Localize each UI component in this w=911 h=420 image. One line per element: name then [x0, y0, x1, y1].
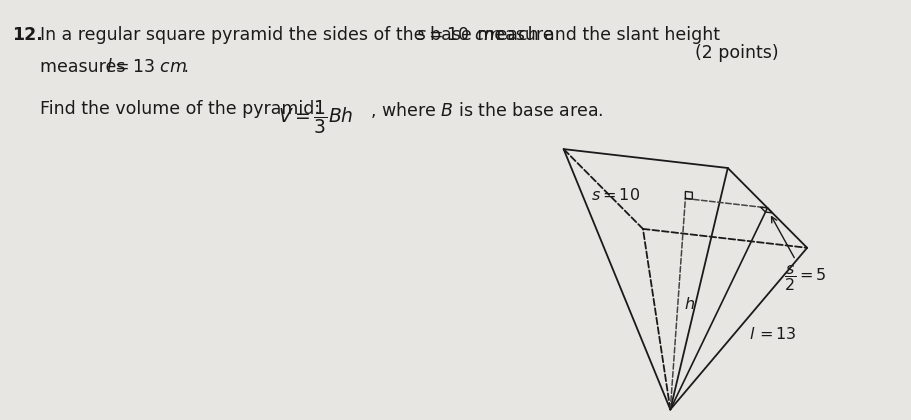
Text: $\dfrac{s}{2}=5$: $\dfrac{s}{2}=5$: [771, 217, 826, 293]
Text: (2 points): (2 points): [694, 44, 778, 62]
Text: 12.: 12.: [12, 26, 43, 44]
Text: measures: measures: [40, 58, 131, 76]
Text: $s=10\ cm$: $s=10\ cm$: [415, 26, 501, 44]
Text: $l=13\ cm$: $l=13\ cm$: [106, 58, 187, 76]
Text: $s=10$: $s=10$: [590, 186, 640, 202]
Text: $h$: $h$: [683, 296, 694, 312]
Text: In a regular square pyramid the sides of the base measure: In a regular square pyramid the sides of…: [40, 26, 558, 44]
Text: $V=\dfrac{1}{3}Bh$: $V=\dfrac{1}{3}Bh$: [278, 98, 353, 136]
Text: , where $B$ is the base area.: , where $B$ is the base area.: [364, 100, 603, 120]
Text: each and the slant height: each and the slant height: [490, 26, 719, 44]
Text: .: .: [178, 58, 189, 76]
Text: Find the volume of the pyramid:: Find the volume of the pyramid:: [40, 100, 331, 118]
Text: $l\,=13$: $l\,=13$: [748, 326, 795, 341]
